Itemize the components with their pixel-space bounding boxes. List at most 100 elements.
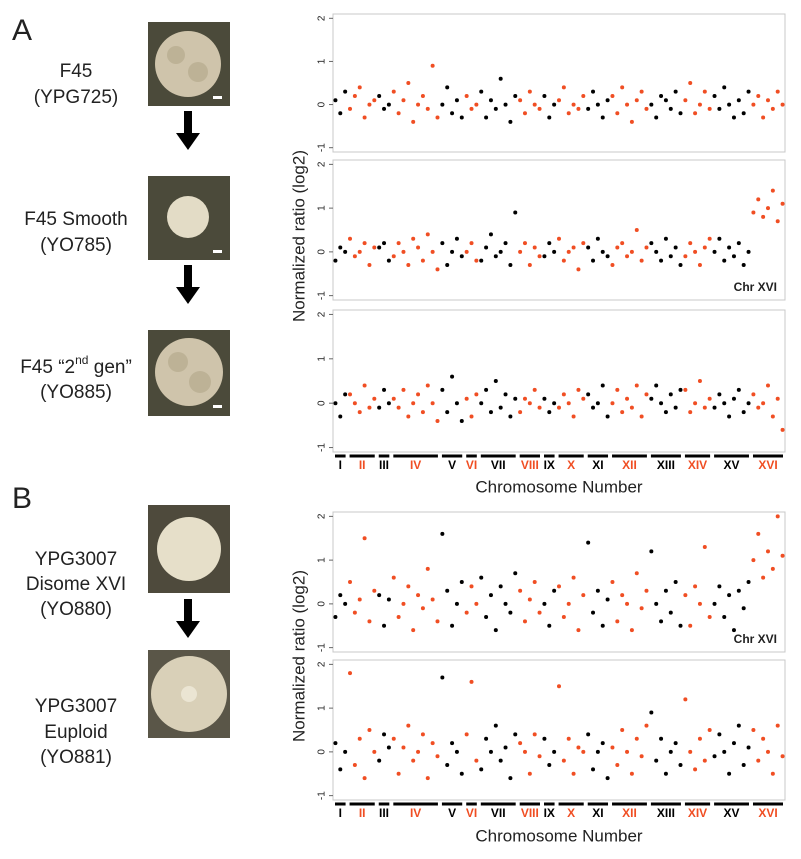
annotation: Chr XVI (734, 632, 777, 646)
data-point (707, 728, 712, 732)
data-point (445, 588, 450, 593)
data-point (493, 723, 498, 728)
data-point (673, 89, 678, 94)
data-point (503, 745, 508, 750)
data-point (600, 115, 605, 120)
data-point (741, 111, 746, 116)
data-point (765, 749, 770, 754)
data-point (493, 628, 498, 633)
data-point (663, 588, 668, 593)
data-point (561, 758, 566, 763)
data-point (338, 111, 343, 116)
data-point (488, 749, 493, 754)
data-point (615, 763, 620, 767)
chromosome-label: I (339, 806, 342, 820)
chromosome-label: XV (724, 458, 740, 472)
data-point (396, 615, 401, 619)
data-point (367, 263, 372, 267)
data-point (683, 254, 688, 259)
data-point (372, 98, 377, 103)
data-point (649, 241, 654, 246)
data-point (518, 741, 523, 746)
chromosome-label: XIV (688, 458, 707, 472)
data-point (532, 245, 537, 250)
data-point (508, 610, 513, 615)
y-tick-label: 0 (317, 249, 328, 255)
data-point (620, 728, 625, 732)
data-point (401, 601, 406, 606)
data-point (668, 610, 673, 615)
data-point (649, 102, 654, 107)
data-point (610, 580, 615, 584)
data-point (644, 392, 649, 397)
data-point (591, 258, 596, 263)
data-point (430, 597, 435, 602)
data-point (693, 767, 698, 772)
data-point (707, 615, 712, 619)
data-point (702, 89, 707, 94)
data-point (435, 754, 440, 759)
data-point (488, 410, 493, 415)
data-point (493, 379, 498, 383)
data-point (362, 241, 367, 246)
data-point (576, 745, 581, 750)
strain-label: F45 Smooth (24, 209, 128, 230)
data-point (430, 63, 435, 68)
data-point (333, 98, 338, 103)
data-point (372, 588, 377, 593)
data-point (659, 736, 664, 741)
data-point (372, 245, 377, 250)
chromosome-label: XI (592, 458, 603, 472)
data-point (751, 392, 756, 397)
data-point (488, 98, 493, 103)
data-point (605, 776, 610, 781)
y-tick-label: 1 (317, 58, 328, 64)
data-point (343, 249, 348, 254)
data-point (377, 758, 382, 763)
chromosome-label: XI (592, 806, 603, 820)
data-point (474, 601, 479, 606)
data-point (770, 771, 775, 776)
data-point (527, 597, 532, 602)
data-point (352, 610, 357, 615)
data-point (391, 254, 396, 259)
data-point (532, 580, 537, 584)
data-point (591, 89, 596, 94)
data-point (459, 254, 464, 259)
data-point (396, 405, 401, 410)
data-point (362, 536, 367, 541)
data-point (425, 106, 430, 111)
data-point (557, 405, 561, 410)
data-point (644, 245, 649, 250)
strain-label: F45 (60, 61, 93, 82)
data-point (639, 414, 644, 419)
data-point (780, 102, 785, 107)
data-point (484, 245, 489, 250)
strain-label: (YO785) (40, 235, 112, 256)
data-point (386, 102, 391, 107)
data-point (479, 575, 484, 580)
data-point (445, 85, 450, 90)
data-point (765, 383, 770, 388)
data-point (678, 263, 683, 267)
data-point (416, 102, 421, 107)
colony (155, 338, 223, 406)
y-tick-label: 1 (317, 205, 328, 211)
data-point (736, 387, 741, 392)
data-point (352, 763, 357, 767)
data-point (513, 210, 518, 215)
data-point (712, 249, 717, 254)
arrows (176, 111, 200, 638)
data-point (450, 249, 455, 254)
data-point (731, 396, 736, 401)
data-point (566, 401, 571, 406)
arrow (176, 621, 200, 638)
data-point (586, 732, 591, 737)
data-point (639, 754, 644, 759)
data-point (600, 249, 605, 254)
data-point (367, 728, 372, 732)
data-point (518, 410, 523, 415)
data-point (765, 98, 770, 103)
data-point (425, 566, 430, 571)
y-tick-label: 1 (317, 557, 328, 563)
